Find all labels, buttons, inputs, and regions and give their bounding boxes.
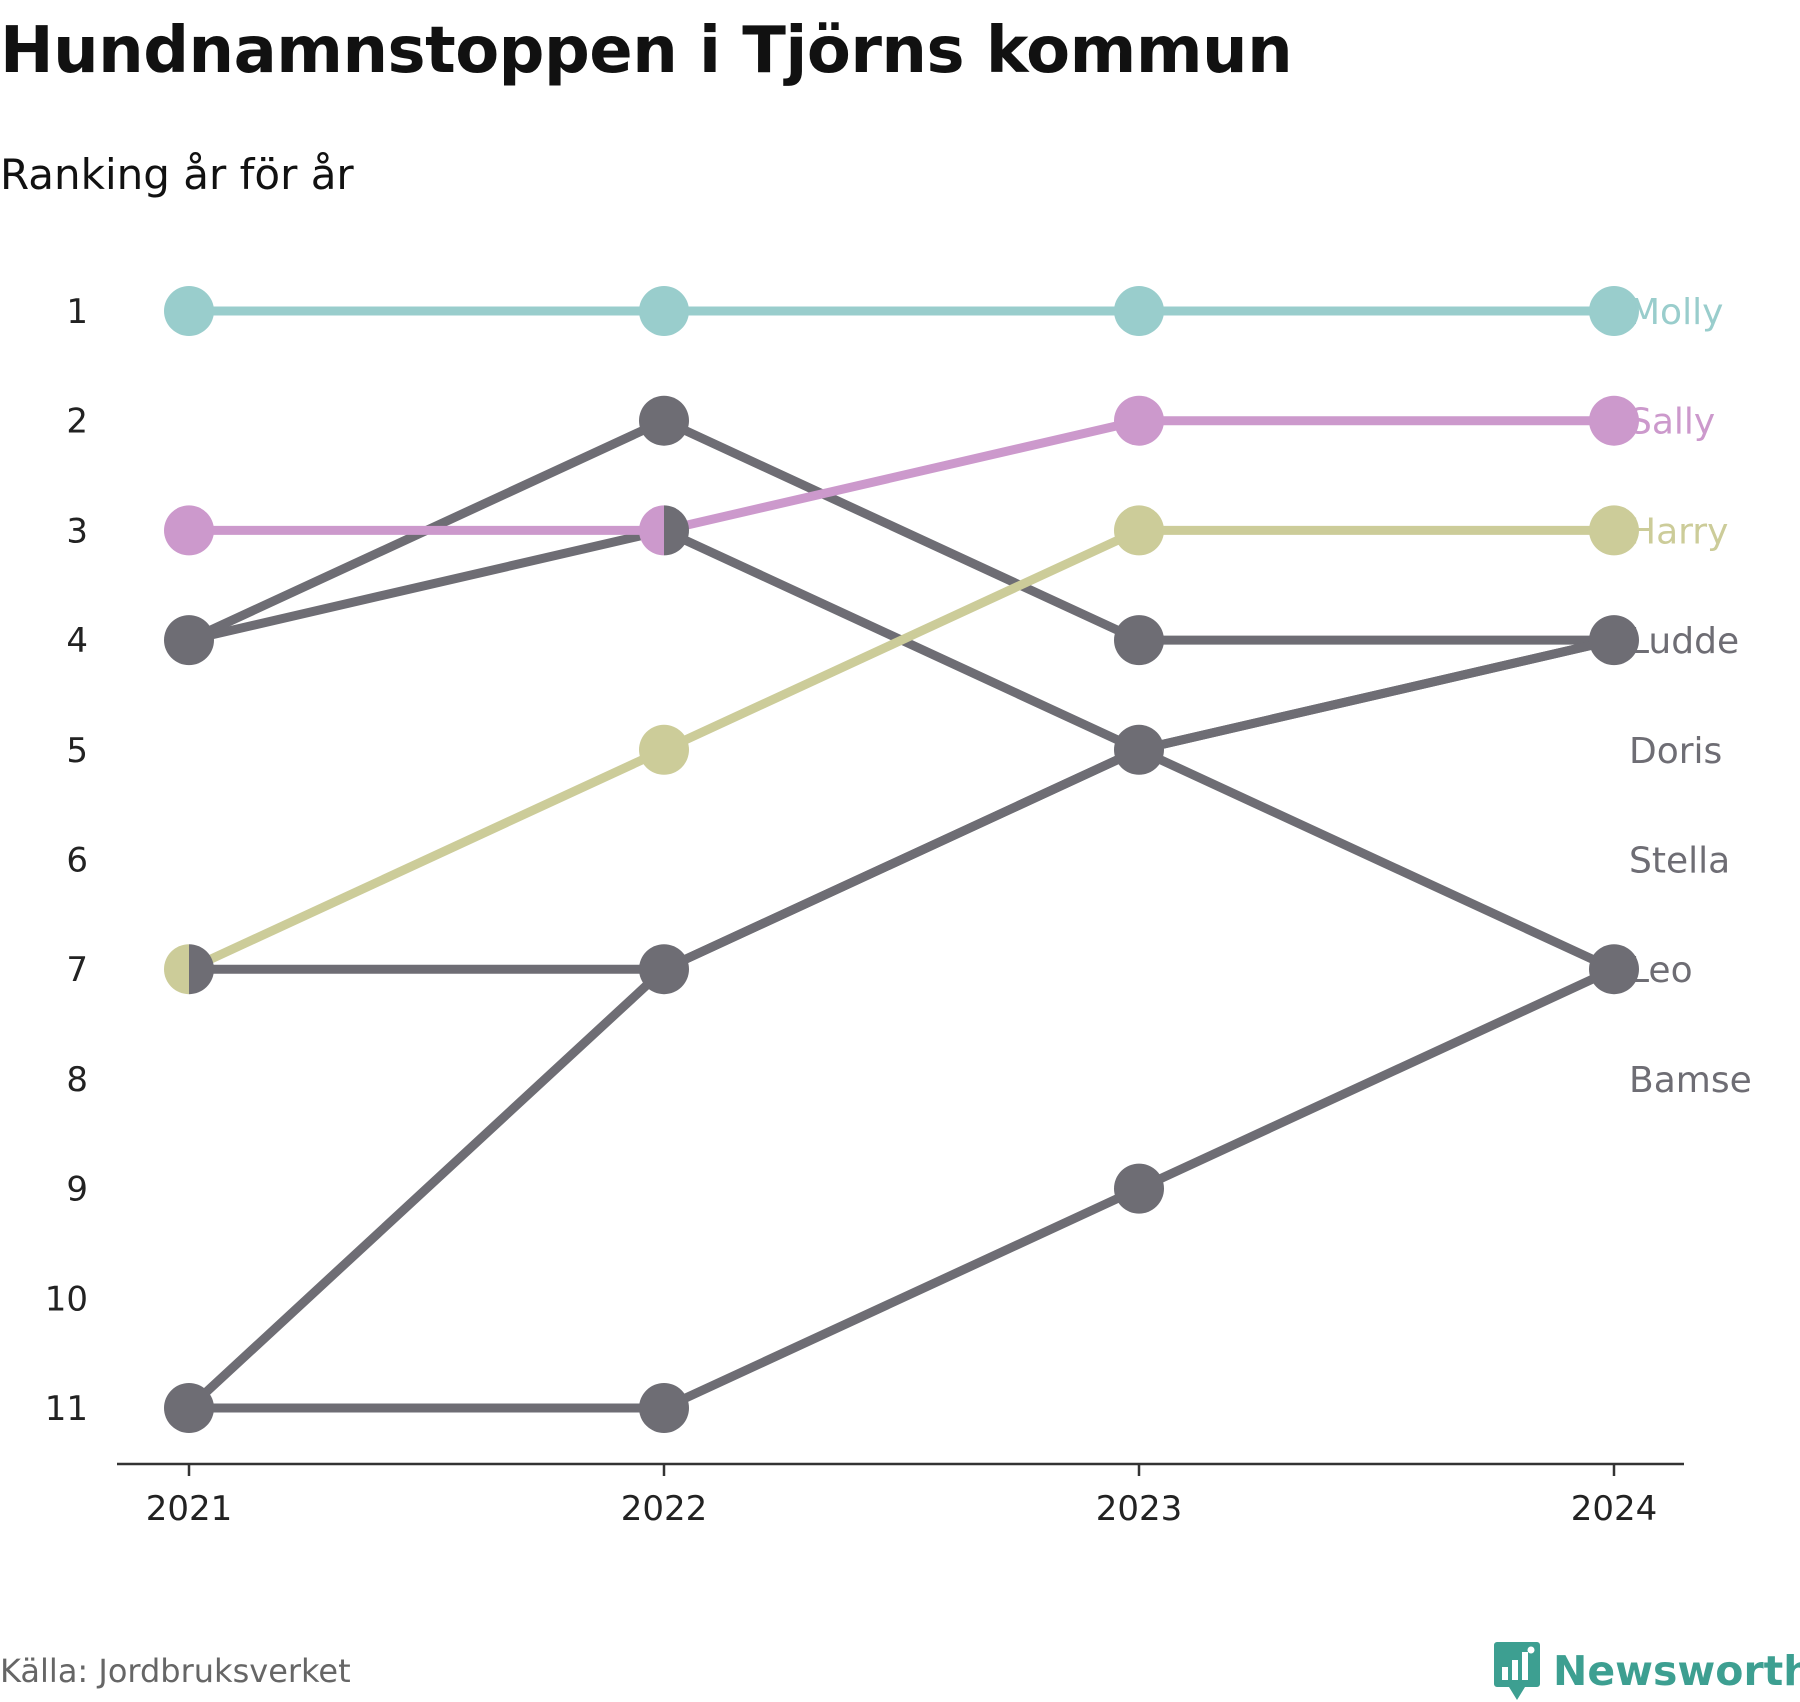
y-tick-label-2: 2	[66, 402, 88, 442]
data-point-2023-rank-3	[1114, 505, 1164, 556]
end-label-harry: Harry	[1629, 511, 1728, 552]
data-point-2022-rank-1	[639, 286, 689, 336]
data-point-2021-rank-7-left	[164, 944, 189, 995]
data-point-2023-rank-9	[1114, 1163, 1164, 1214]
data-point-2024-rank-3	[1589, 505, 1639, 556]
data-point-2022-rank-2	[639, 395, 689, 446]
data-point-2021-rank-3	[164, 505, 214, 556]
end-label-molly: Molly	[1629, 292, 1723, 333]
y-tick-label-3: 3	[66, 511, 88, 551]
data-point-2022-rank-3-left	[639, 505, 664, 556]
y-tick-label-6: 6	[66, 841, 88, 881]
y-tick-label-7: 7	[66, 950, 88, 990]
data-point-2023-rank-1	[1114, 286, 1164, 336]
x-tick-label-2022: 2022	[621, 1489, 708, 1529]
data-point-2022-rank-7	[639, 944, 689, 995]
series-points	[164, 286, 1639, 1433]
newsworthy-logo-icon	[1494, 1642, 1540, 1700]
x-tick-label-2021: 2021	[146, 1489, 233, 1529]
highlight-series-lines	[184, 306, 1619, 974]
data-point-2023-rank-4	[1114, 615, 1164, 666]
data-point-2024-rank-2	[1589, 395, 1639, 446]
end-label-stella: Stella	[1629, 841, 1730, 882]
y-tick-label-8: 8	[66, 1060, 88, 1100]
data-point-2021-rank-11	[164, 1383, 214, 1433]
data-point-2022-rank-3-right	[664, 505, 689, 556]
data-point-2021-rank-1	[164, 286, 214, 336]
y-tick-label-9: 9	[66, 1170, 88, 1210]
data-point-2023-rank-2	[1114, 395, 1164, 446]
data-point-2023-rank-5	[1114, 724, 1164, 775]
end-label-leo: Leo	[1629, 950, 1693, 991]
data-point-2024-rank-4	[1589, 615, 1639, 666]
y-tick-label-10: 10	[45, 1279, 88, 1319]
data-point-2024-rank-7	[1589, 944, 1639, 995]
x-tick-label-2023: 2023	[1096, 1489, 1183, 1529]
series-line-sally	[184, 416, 1619, 535]
end-label-doris: Doris	[1629, 731, 1722, 772]
series-line-leo	[184, 525, 1619, 974]
data-point-2022-rank-5	[639, 724, 689, 775]
source-note: Källa: Jordbruksverket	[0, 1652, 351, 1690]
data-point-2024-rank-1	[1589, 286, 1639, 336]
series-line-harry	[184, 525, 1619, 974]
y-tick-label-5: 5	[66, 731, 88, 771]
chart-title: Hundnamnstoppen i Tjörns kommun	[0, 14, 1293, 88]
y-tick-label-11: 11	[45, 1389, 88, 1429]
data-point-2022-rank-11	[639, 1383, 689, 1433]
brand-logo[interactable]: Newsworthy	[1493, 1640, 1800, 1702]
y-tick-label-4: 4	[66, 621, 88, 661]
series-line-unnamed	[184, 964, 1619, 1413]
end-label-sally: Sally	[1629, 402, 1715, 443]
x-axis: 2021 2022 2023 2024	[117, 1462, 1684, 1529]
data-point-2021-rank-4	[164, 615, 214, 666]
brand-name: Newsworthy	[1553, 1647, 1800, 1695]
y-axis: 1 2 3 4 5 6 7 8 9 10 11	[45, 292, 88, 1429]
chart-subtitle: Ranking år för år	[0, 150, 354, 199]
y-tick-label-1: 1	[66, 292, 88, 332]
series-line-unnamed	[184, 635, 1619, 1413]
end-label-bamse: Bamse	[1629, 1060, 1752, 1101]
end-label-ludde: Ludde	[1629, 621, 1739, 662]
gray-series-lines	[184, 416, 1619, 1413]
data-point-2021-rank-7-right	[189, 944, 214, 995]
x-tick-label-2024: 2024	[1571, 1489, 1658, 1529]
end-labels: Molly Sally Harry Ludde Doris Stella Leo Bamse	[1629, 292, 1752, 1101]
